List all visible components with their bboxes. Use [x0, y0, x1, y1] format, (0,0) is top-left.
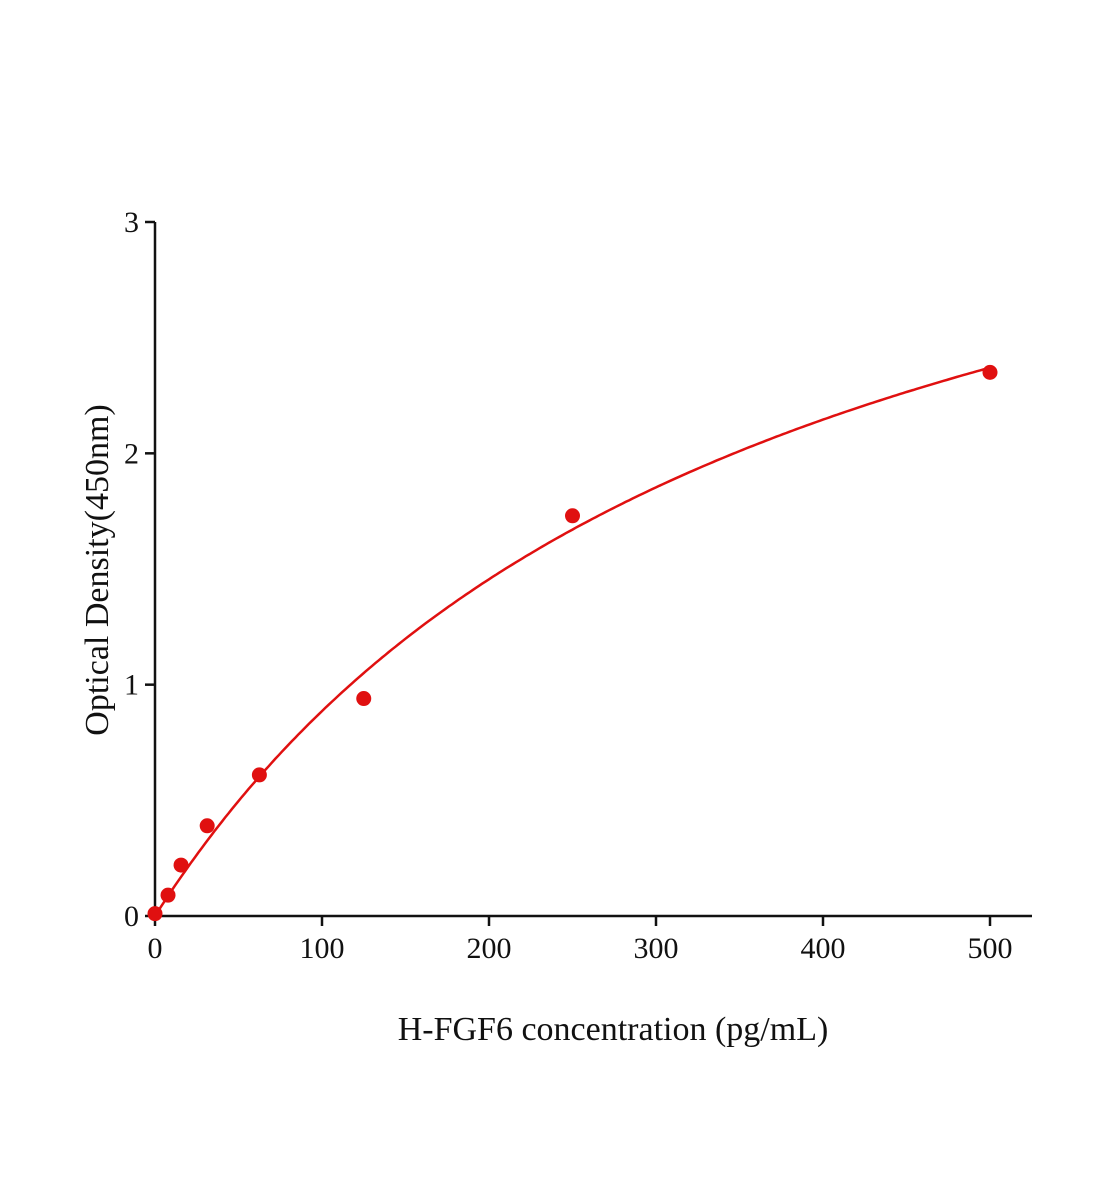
x-tick-label: 100	[300, 932, 345, 965]
data-point	[199, 818, 215, 834]
data-point	[565, 508, 580, 524]
x-tick-label: 400	[801, 932, 846, 965]
data-point	[160, 887, 176, 903]
y-tick-label: 3	[124, 206, 139, 239]
data-point	[356, 691, 372, 707]
y-tick-label: 2	[124, 437, 139, 470]
x-tick-label: 500	[968, 932, 1013, 965]
y-axis-label: Optical Density(450nm)	[79, 404, 116, 735]
data-point	[982, 364, 998, 380]
y-tick-label: 1	[124, 669, 139, 702]
x-tick-label: 0	[148, 932, 163, 965]
data-point	[147, 906, 163, 922]
y-tick-label: 0	[124, 900, 139, 933]
x-tick-label: 300	[634, 932, 679, 965]
data-point	[173, 857, 189, 873]
data-point	[251, 767, 267, 783]
axes: 0 100 200 300 400 500 0 1 2 3	[124, 206, 1032, 965]
data-points	[147, 364, 998, 922]
x-tick-label: 200	[467, 932, 512, 965]
x-axis-label: H-FGF6 concentration (pg/mL)	[398, 1011, 829, 1048]
fit-curve	[153, 366, 991, 917]
